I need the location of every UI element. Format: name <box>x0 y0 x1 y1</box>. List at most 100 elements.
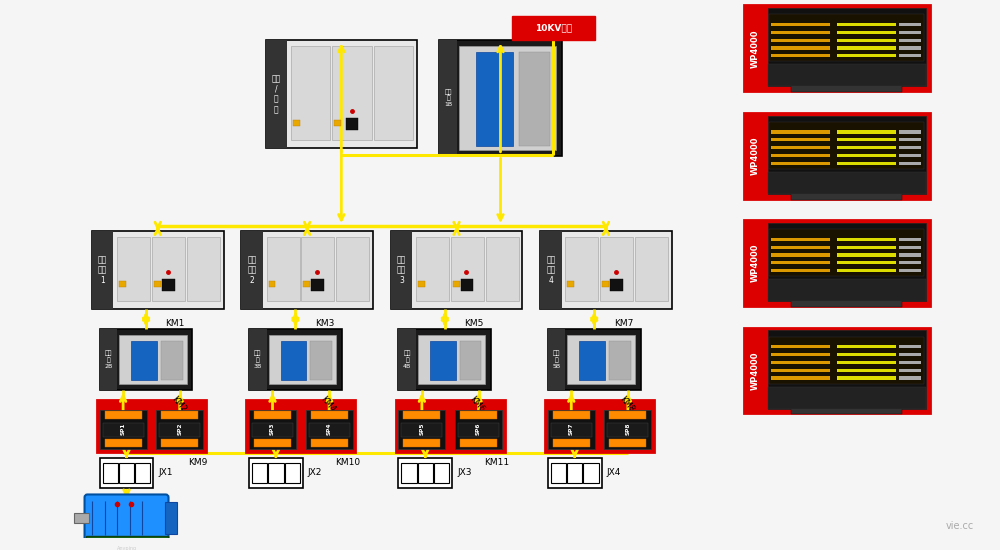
Bar <box>768 223 926 301</box>
Text: KM5: KM5 <box>464 319 484 328</box>
Bar <box>241 231 263 309</box>
Text: 整流
/
回
馈: 整流 / 回 馈 <box>272 74 281 114</box>
Bar <box>254 439 291 447</box>
Bar <box>311 411 348 419</box>
Bar <box>281 341 306 380</box>
Bar <box>131 341 157 380</box>
Bar <box>771 353 830 356</box>
Bar <box>103 463 118 483</box>
Text: WP4000: WP4000 <box>750 29 759 68</box>
Bar <box>418 336 485 384</box>
Bar <box>100 458 153 488</box>
Bar <box>837 46 896 50</box>
Bar <box>744 220 930 306</box>
Bar <box>553 411 590 419</box>
Text: KM3: KM3 <box>315 319 334 328</box>
Text: KM10: KM10 <box>335 458 360 468</box>
Bar <box>486 236 519 301</box>
Bar <box>769 229 924 276</box>
Bar <box>899 269 921 272</box>
Bar <box>269 336 336 384</box>
Text: 数字
电源
3: 数字 电源 3 <box>397 255 406 285</box>
Bar <box>434 463 449 483</box>
Bar <box>119 280 126 288</box>
Bar <box>156 410 203 449</box>
Text: 10KV电网: 10KV电网 <box>535 24 572 33</box>
Bar <box>460 341 481 380</box>
Bar <box>837 368 896 372</box>
Text: 数字
电源
2: 数字 电源 2 <box>247 255 257 285</box>
Bar <box>398 458 452 488</box>
Bar <box>609 411 646 419</box>
Bar <box>119 336 187 384</box>
Bar <box>771 246 830 249</box>
Bar <box>744 113 930 199</box>
Bar <box>567 336 635 384</box>
Bar <box>135 463 150 483</box>
Bar <box>769 14 924 62</box>
Bar <box>545 400 654 453</box>
Bar <box>768 331 926 409</box>
Bar <box>609 439 646 447</box>
Bar <box>403 411 440 419</box>
Bar <box>837 23 896 26</box>
Bar <box>837 361 896 364</box>
Bar <box>403 439 440 447</box>
Bar <box>306 410 353 449</box>
Text: SP3: SP3 <box>270 423 275 435</box>
Bar <box>744 113 766 199</box>
Bar <box>771 254 830 257</box>
Bar <box>607 423 648 437</box>
Bar <box>439 41 562 156</box>
Bar <box>401 423 442 437</box>
Bar <box>899 376 921 380</box>
Bar <box>837 138 896 141</box>
Bar <box>162 279 175 292</box>
Bar <box>430 341 456 380</box>
Bar <box>548 458 602 488</box>
Bar <box>837 376 896 380</box>
Bar <box>391 231 412 309</box>
Bar <box>105 439 142 447</box>
Bar <box>771 54 830 57</box>
Bar <box>103 423 144 437</box>
Bar <box>418 463 433 483</box>
Bar <box>837 261 896 265</box>
Bar <box>771 376 830 380</box>
Text: JX1: JX1 <box>158 469 173 477</box>
Bar <box>241 231 373 309</box>
Bar <box>303 280 310 288</box>
Bar <box>635 236 668 301</box>
Bar <box>768 64 926 86</box>
Bar <box>771 261 830 265</box>
Text: SP8: SP8 <box>625 423 630 435</box>
Bar <box>334 119 341 126</box>
Text: JX4: JX4 <box>606 469 621 477</box>
Bar <box>86 536 168 546</box>
Bar <box>837 254 896 257</box>
Text: KM4: KM4 <box>319 395 337 415</box>
Text: Anyping: Anyping <box>116 546 137 550</box>
Bar <box>161 439 198 447</box>
Bar <box>899 345 921 348</box>
Bar <box>418 280 425 288</box>
Bar <box>117 236 150 301</box>
Bar <box>899 46 921 50</box>
Text: KM8: KM8 <box>617 395 636 415</box>
Bar <box>159 423 200 437</box>
FancyBboxPatch shape <box>85 494 169 541</box>
Bar <box>398 329 491 390</box>
Bar <box>899 238 921 241</box>
Bar <box>246 400 355 453</box>
Bar <box>187 236 220 301</box>
Bar <box>311 439 348 447</box>
Bar <box>97 400 206 453</box>
Text: SP7: SP7 <box>569 423 574 435</box>
Bar <box>249 410 296 449</box>
Bar <box>252 463 267 483</box>
Bar <box>252 423 293 437</box>
Bar <box>548 329 565 390</box>
Bar <box>837 39 896 42</box>
Text: SP4: SP4 <box>327 423 332 435</box>
Text: 数字
电源
4: 数字 电源 4 <box>546 255 555 285</box>
